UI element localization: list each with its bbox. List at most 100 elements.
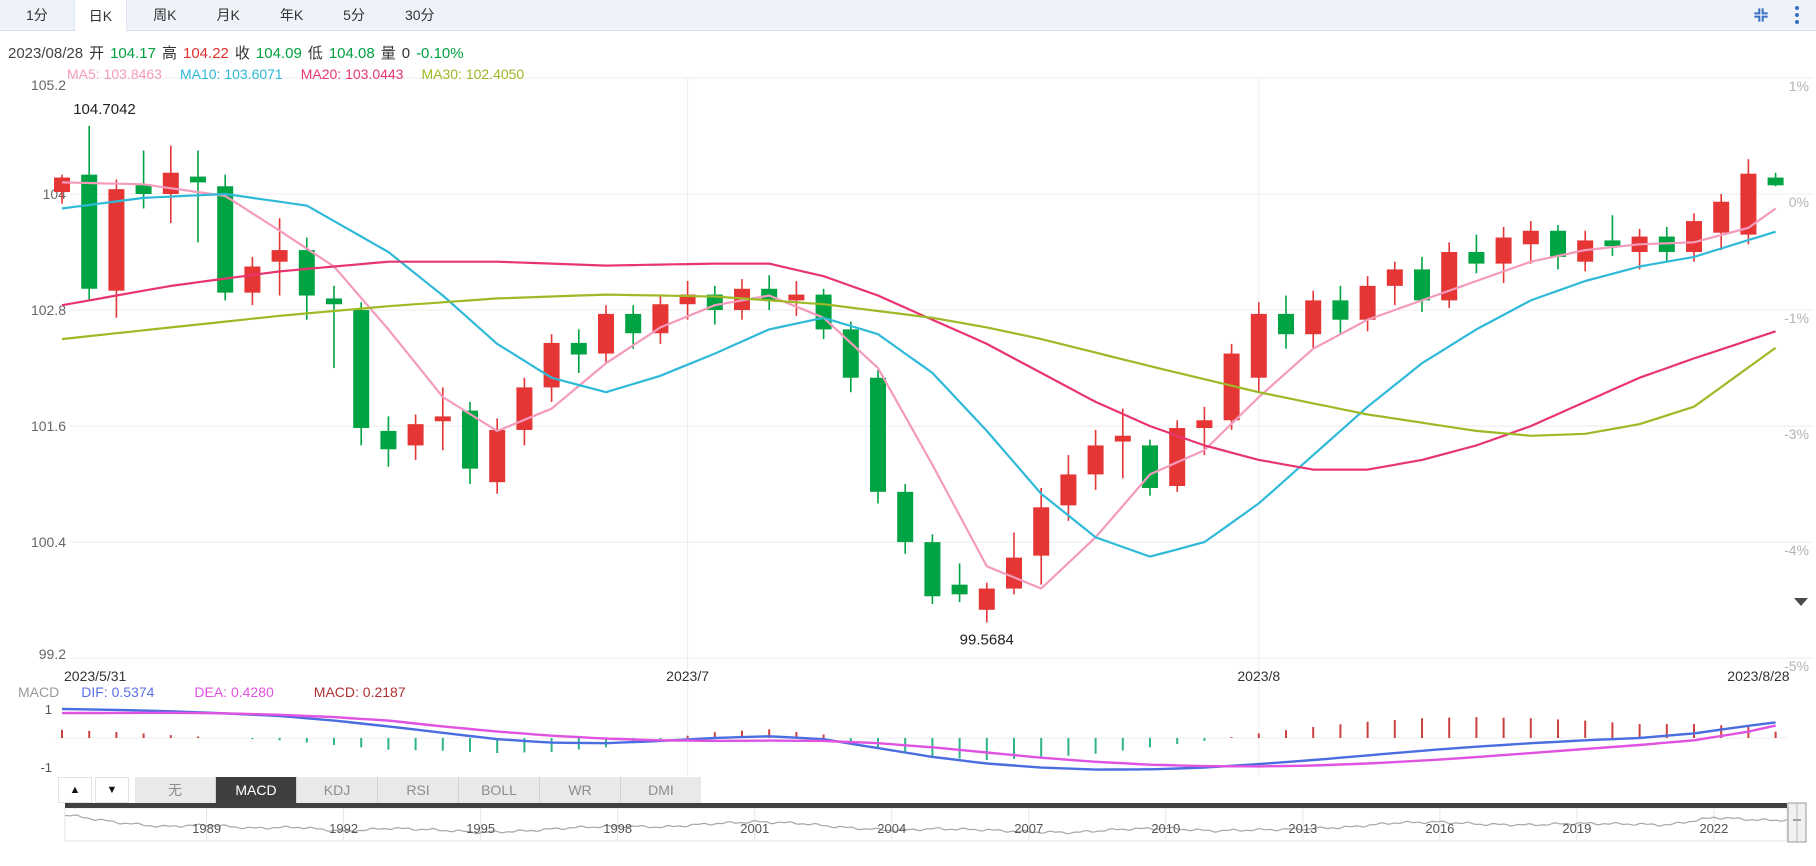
candle bbox=[1278, 313, 1294, 335]
period-toolbar: 1分 日K 周K 月K 年K 5分 30分 bbox=[0, 0, 1816, 31]
navigator-year-label: 2013 bbox=[1288, 821, 1317, 836]
candle bbox=[1767, 177, 1784, 186]
ma-line-ma5 bbox=[61, 181, 1777, 590]
y-axis-left-label: 102.8 bbox=[31, 302, 66, 318]
ma-label-ma30: MA30: 102.4050 bbox=[421, 66, 525, 82]
price-annotations: 104.7042 99.5684 bbox=[73, 101, 1014, 649]
candle bbox=[244, 266, 261, 293]
candle bbox=[1468, 252, 1485, 264]
navigator: 1989 1992 1995 1998 2001 2004 2007 2010 2013 2016… bbox=[64, 802, 1807, 843]
x-axis-label: 2023/8 bbox=[1237, 668, 1280, 684]
navigator-handle[interactable] bbox=[1787, 802, 1807, 843]
more-menu-icon[interactable] bbox=[1786, 4, 1808, 26]
indicator-tab-无[interactable]: 无 bbox=[135, 777, 216, 803]
ohlc-segment: 104.22 bbox=[183, 45, 229, 62]
navigator-year-label: 2016 bbox=[1425, 821, 1454, 836]
collapse-icon[interactable] bbox=[1750, 4, 1772, 26]
candle bbox=[1522, 230, 1539, 245]
macd-y-label: 1 bbox=[45, 702, 52, 717]
ohlc-segment: 2023/08/28 bbox=[8, 45, 84, 62]
period-tab-2[interactable]: 日K bbox=[73, 0, 128, 31]
indicator-down-button[interactable]: ▼ bbox=[95, 777, 129, 803]
navigator-sparkline bbox=[64, 814, 1788, 835]
x-axis-label: 2023/7 bbox=[666, 668, 709, 684]
navigator-year-label: 2001 bbox=[740, 821, 769, 836]
period-tab-6[interactable]: 5分 bbox=[343, 7, 365, 23]
ohlc-segment: 量 bbox=[380, 45, 396, 62]
ma-label-ma10: MA10: 103.6071 bbox=[179, 66, 283, 82]
ohlc-segment: 104.09 bbox=[255, 45, 302, 62]
period-tab-5[interactable]: 年K bbox=[279, 7, 304, 23]
candle bbox=[516, 387, 533, 430]
navigator-year-label: 2010 bbox=[1151, 821, 1180, 836]
y-axis-left-label: 99.2 bbox=[39, 646, 66, 662]
indicator-tab-wr[interactable]: WR bbox=[540, 777, 621, 803]
ohlc-segment: 104.17 bbox=[110, 45, 156, 62]
indicator-up-button[interactable]: ▲ bbox=[58, 777, 92, 803]
price-axis-labels: 105.2104102.8101.6100.499.21%0%-1%-3%-4%… bbox=[31, 77, 1809, 684]
indicator-tab-macd[interactable]: MACD bbox=[216, 777, 297, 803]
macd-value-macd: MACD: 0.2187 bbox=[313, 684, 406, 700]
ma-label-ma20: MA20: 103.0443 bbox=[300, 66, 404, 82]
candle bbox=[54, 177, 70, 193]
candle bbox=[462, 410, 478, 469]
candle bbox=[1142, 445, 1158, 488]
candle bbox=[652, 304, 669, 334]
y-axis-right-label: -4% bbox=[1784, 542, 1809, 558]
navigator-range-bar[interactable] bbox=[65, 803, 1787, 808]
navigator-year-label: 2022 bbox=[1699, 821, 1728, 836]
candle bbox=[190, 176, 206, 183]
period-tab-1[interactable]: 1分 bbox=[26, 7, 48, 23]
period-tab-4[interactable]: 月K bbox=[216, 7, 240, 23]
candle bbox=[924, 542, 941, 597]
indicator-bar: ▲ ▼ 无 MACD KDJ RSI BOLL WR DMI bbox=[58, 777, 701, 803]
candle bbox=[81, 174, 98, 289]
ma-line-ma10 bbox=[61, 192, 1776, 558]
macd-panel: 1 -1 bbox=[40, 598, 1808, 775]
indicator-tab-dmi[interactable]: DMI bbox=[621, 777, 701, 803]
candle bbox=[1250, 313, 1267, 378]
candle bbox=[380, 430, 397, 450]
period-tab-3[interactable]: 周K bbox=[153, 7, 177, 23]
y-axis-left-label: 105.2 bbox=[31, 77, 66, 93]
price-gridlines bbox=[70, 77, 1812, 776]
candle bbox=[217, 186, 234, 293]
candle bbox=[1196, 420, 1213, 429]
ohlc-segment: 开 bbox=[89, 45, 105, 62]
y-axis-right-label: -3% bbox=[1784, 426, 1809, 442]
indicator-tab-boll[interactable]: BOLL bbox=[459, 777, 540, 803]
candle bbox=[1386, 269, 1403, 286]
candle bbox=[1604, 240, 1621, 247]
y-axis-right-label: -5% bbox=[1784, 658, 1809, 674]
indicator-tab-kdj[interactable]: KDJ bbox=[297, 777, 378, 803]
candle bbox=[1332, 300, 1349, 320]
period-tab-7[interactable]: 30分 bbox=[404, 7, 435, 23]
ma-readout: MA5: 103.8463 MA10: 103.6071 MA20: 103.044… bbox=[67, 66, 542, 82]
candle bbox=[326, 298, 342, 305]
candle bbox=[434, 416, 451, 422]
candle bbox=[1414, 269, 1430, 301]
candle bbox=[1686, 221, 1702, 253]
candle bbox=[897, 491, 914, 543]
candle bbox=[978, 588, 995, 610]
indicator-tab-rsi[interactable]: RSI bbox=[378, 777, 459, 803]
y-axis-right-label: 0% bbox=[1789, 194, 1809, 210]
candle bbox=[1359, 285, 1376, 320]
toolbar-icons bbox=[1750, 0, 1808, 30]
ma-line-ma20 bbox=[61, 260, 1776, 471]
macd-y-label: -1 bbox=[40, 760, 52, 775]
candle bbox=[407, 424, 424, 446]
navigator-year-label: 2007 bbox=[1014, 821, 1043, 836]
candle bbox=[108, 189, 125, 291]
ma-label-ma5: MA5: 103.8463 bbox=[67, 66, 162, 82]
high-annotation: 104.7042 bbox=[73, 101, 136, 118]
candle bbox=[162, 172, 179, 194]
x-axis-label: 2023/8/28 bbox=[1727, 668, 1789, 684]
navigator-track[interactable] bbox=[64, 807, 1788, 842]
candle bbox=[788, 294, 805, 301]
ohlc-segment: 低 bbox=[307, 45, 323, 62]
candle bbox=[353, 310, 370, 429]
panel-collapse-marker[interactable] bbox=[1794, 598, 1808, 606]
